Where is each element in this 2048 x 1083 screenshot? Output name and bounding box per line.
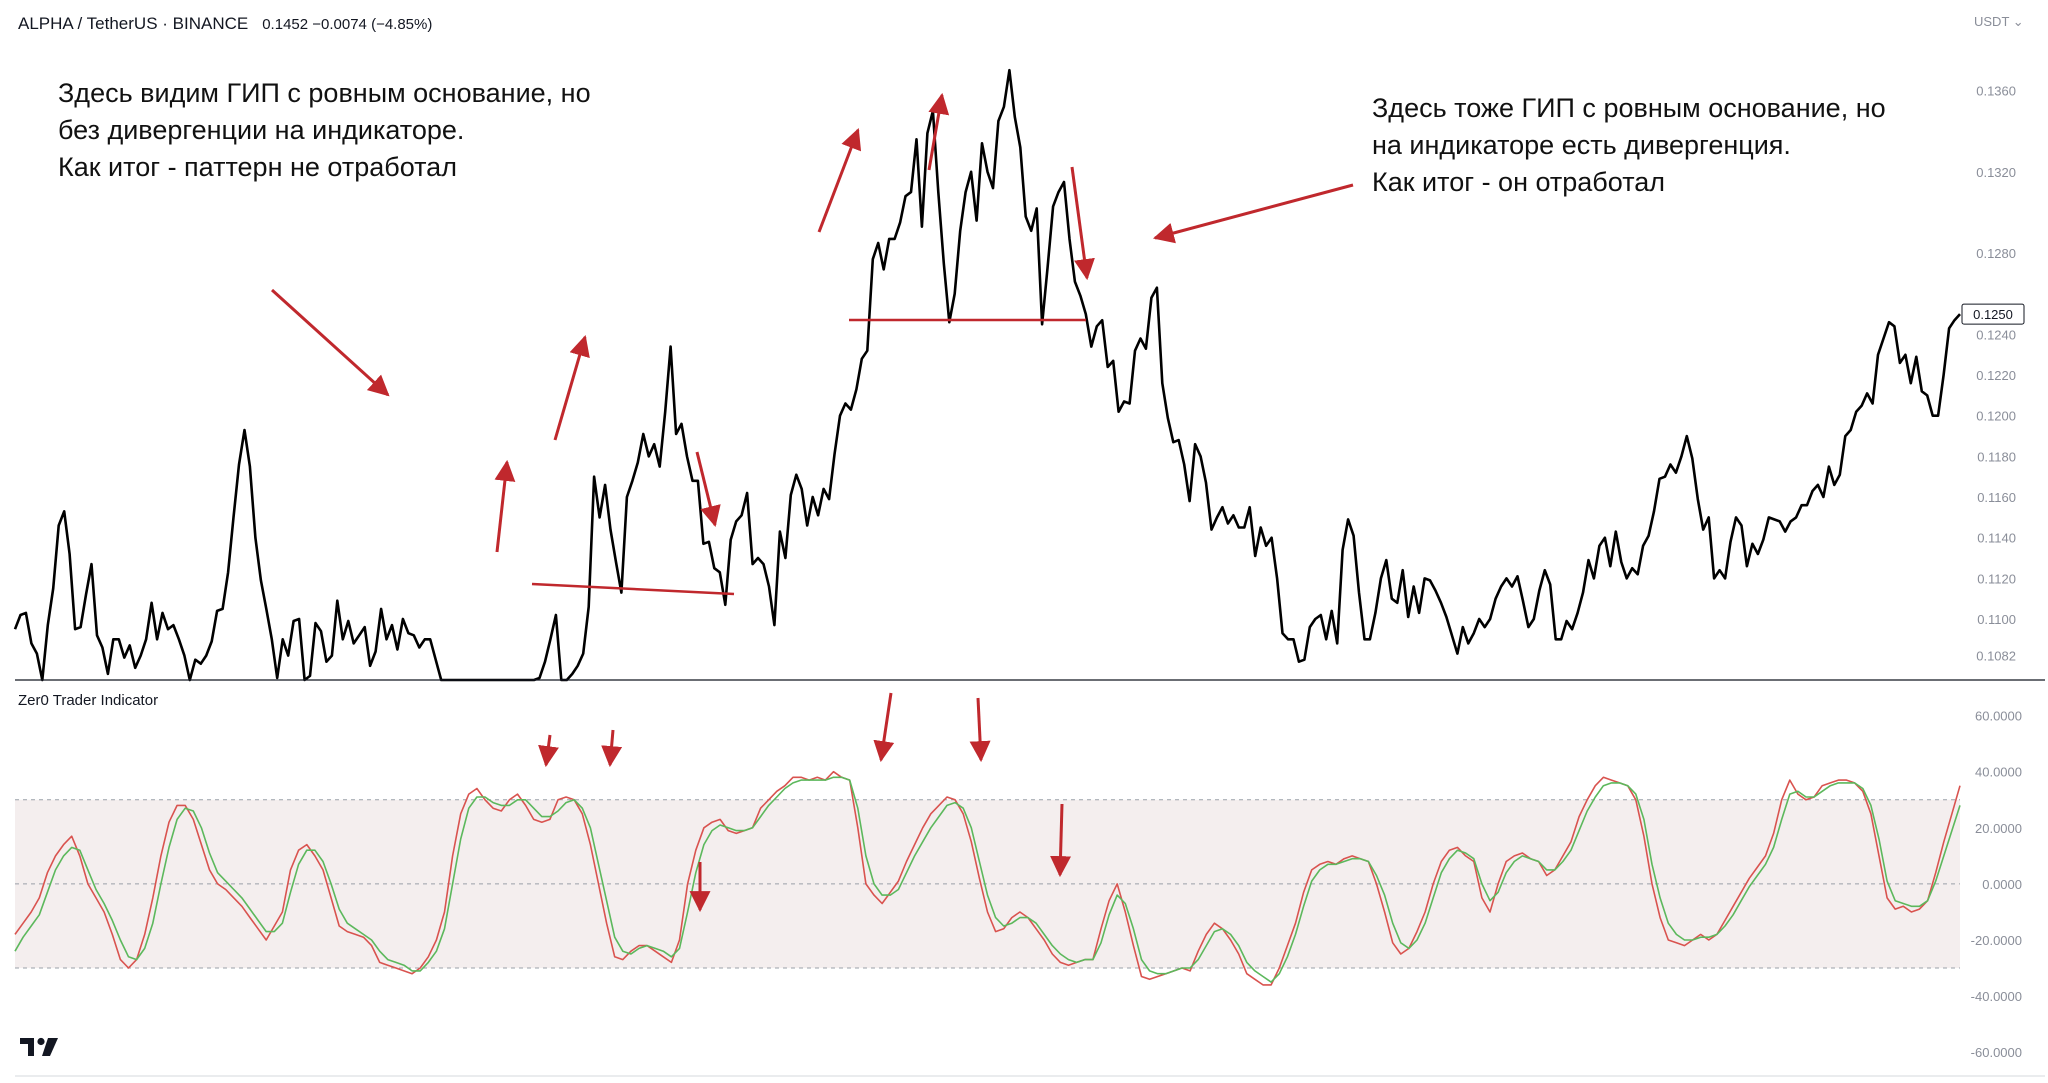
annotation-arrow [1050, 803, 1072, 878]
indicator-title[interactable]: Zer0 Trader Indicator [18, 692, 159, 709]
price-series-line [13, 68, 1961, 682]
annotation-right: Здесь тоже ГИП с ровным основание, но на… [1372, 90, 1886, 201]
symbol-values: 0.1452 −0.0074 (−4.85%) [262, 16, 433, 33]
annotation-arrow [969, 697, 991, 763]
annotation-right-line-1: Здесь тоже ГИП с ровным основание, но [1372, 93, 1886, 123]
tradingview-logo-icon[interactable] [20, 1036, 60, 1063]
price-tick-label: 0.1220 [1976, 368, 2016, 383]
annotation-right-line-3: Как итог - он отработал [1372, 167, 1666, 197]
annotation-layer [270, 92, 1354, 913]
last-price-badge [1961, 303, 2025, 325]
indicator-pane[interactable] [14, 770, 1961, 986]
annotation-arrow [553, 334, 590, 441]
price-tick-label: 0.1280 [1976, 246, 2016, 261]
price-pane[interactable] [13, 68, 1961, 682]
annotation-arrow [494, 459, 516, 553]
price-tick-label: 0.1360 [1976, 83, 2016, 98]
indicator-tick-label: -60.0000 [1971, 1045, 2022, 1060]
currency-dropdown[interactable]: USDT ⌄ [1974, 14, 2024, 29]
annotation-arrow [601, 729, 623, 768]
price-tick-label: 0.1082 [1976, 649, 2016, 664]
indicator-axis[interactable]: 60.0000 40.0000 20.0000 0.0000 -20.0000 -40.0… [1971, 709, 2022, 1061]
price-tick-label: 0.1180 [1977, 449, 2016, 464]
annotation-arrow [1152, 183, 1354, 244]
symbol-header[interactable]: ALPHA / TetherUS · BINANCE 0.1452 −0.0074… [18, 14, 432, 34]
indicator-series-red [14, 770, 1961, 986]
price-tick-label: 0.1120 [1977, 571, 2016, 586]
annotation-arrow [695, 451, 721, 528]
indicator-series-green [14, 776, 1961, 983]
last-price-label: 0.1250 [1973, 307, 2013, 322]
symbol-title: ALPHA / TetherUS · BINANCE [18, 14, 249, 33]
annotation-left-line-3: Как итог - паттерн не отработал [58, 152, 457, 182]
indicator-tick-label: 60.0000 [1975, 709, 2022, 724]
price-tick-label: 0.1240 [1976, 327, 2016, 342]
annotation-arrow [538, 734, 559, 768]
annotation-arrow [817, 128, 862, 233]
annotation-right-line-2: на индикаторе есть дивергенция. [1372, 130, 1791, 160]
annotation-left: Здесь видим ГИП с ровным основание, но б… [58, 75, 591, 186]
annotation-arrow [1070, 166, 1095, 281]
price-tick-label: 0.1100 [1977, 612, 2016, 627]
annotation-arrow [927, 92, 950, 171]
annotation-arrow [873, 692, 895, 763]
indicator-tick-label: -40.0000 [1971, 989, 2022, 1004]
price-tick-label: 0.1200 [1976, 409, 2016, 424]
indicator-tick-label: 40.0000 [1975, 765, 2022, 780]
overbought-oversold-band [15, 799, 1960, 969]
indicator-tick-label: -20.0000 [1971, 933, 2022, 948]
price-tick-label: 0.1140 [1977, 531, 2016, 546]
annotation-arrow [270, 288, 390, 397]
price-tick-label: 0.1160 [1977, 490, 2016, 505]
price-axis[interactable]: 0.1360 0.1320 0.1280 0.1240 0.1220 0.1200 0.11… [1961, 83, 2025, 664]
indicator-tick-label: 0.0000 [1982, 877, 2022, 892]
price-tick-label: 0.1320 [1976, 165, 2016, 180]
indicator-tick-label: 20.0000 [1975, 821, 2022, 836]
annotation-left-line-1: Здесь видим ГИП с ровным основание, но [58, 78, 591, 108]
neckline-left [531, 582, 735, 596]
annotation-left-line-2: без дивергенции на индикаторе. [58, 115, 465, 145]
